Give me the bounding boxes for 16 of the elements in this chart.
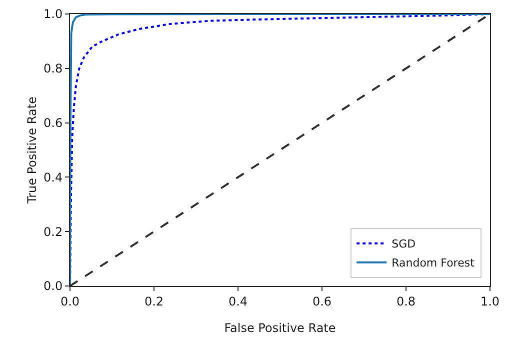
x-tick-label: 0.8 <box>396 294 416 308</box>
y-tick-label: 0.2 <box>44 224 63 239</box>
legend-label: SGD <box>392 238 416 251</box>
legend-label: Random Forest <box>392 256 476 270</box>
y-tick-label: 0.4 <box>44 170 63 184</box>
x-tick-label: 0.4 <box>228 294 248 308</box>
x-tick-label: 0.0 <box>60 294 80 308</box>
x-axis-title: False Positive Rate <box>224 321 336 335</box>
x-tick-label: 1.0 <box>480 294 500 308</box>
y-tick-label: 0.6 <box>44 116 63 130</box>
y-tick-label: 1.0 <box>44 7 63 22</box>
y-tick-label: 0.0 <box>44 279 63 294</box>
x-tick-label: 0.6 <box>312 294 332 308</box>
y-tick-label: 0.8 <box>44 62 63 76</box>
y-axis-title: True Positive Rate <box>25 96 39 204</box>
x-tick-label: 0.2 <box>144 294 164 308</box>
